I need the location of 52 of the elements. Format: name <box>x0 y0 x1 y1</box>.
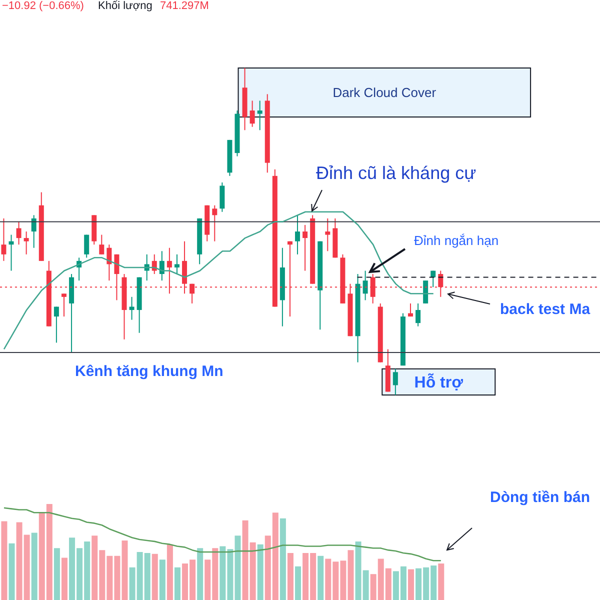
bar <box>1 521 8 600</box>
bar <box>295 566 302 600</box>
bar <box>438 564 444 600</box>
candlestick <box>430 270 436 288</box>
annotation: Đỉnh ngắn hạn <box>414 233 499 249</box>
bar <box>174 567 180 600</box>
candlestick <box>16 221 22 246</box>
candlestick <box>416 302 421 327</box>
candlestick <box>362 270 368 301</box>
bar <box>197 548 204 600</box>
text: Dòng tiền bán <box>490 489 590 506</box>
bar <box>8 543 15 600</box>
bar <box>122 540 128 600</box>
candlestick <box>129 296 134 320</box>
candlestick <box>295 214 300 255</box>
candlestick <box>1 218 6 262</box>
text: back test Ma <box>500 301 590 318</box>
candlestick <box>212 204 218 242</box>
text: Khối lượng <box>98 0 152 13</box>
candlestick <box>220 182 225 212</box>
bar <box>287 552 294 600</box>
candlestick <box>325 218 330 252</box>
candlestick <box>250 100 255 128</box>
bar <box>61 558 68 600</box>
bar <box>408 569 414 600</box>
bar <box>54 548 60 600</box>
text: −10.92 (−0.66%) <box>2 0 84 13</box>
candlestick <box>84 234 90 258</box>
candlestick <box>302 224 308 272</box>
annotation: Đỉnh cũ là kháng cự <box>316 163 476 184</box>
candlestick <box>408 302 414 318</box>
bar <box>280 518 286 600</box>
band-label: Hỗ trợ <box>414 372 464 392</box>
candlestick <box>54 306 59 344</box>
bar <box>159 560 166 600</box>
band-label: Dark Cloud Cover <box>332 85 437 100</box>
annotation: Kênh tăng khung Mn <box>75 363 224 380</box>
bar <box>166 544 173 600</box>
candlestick <box>24 231 29 255</box>
candlestick <box>392 368 398 395</box>
candlestick <box>423 280 428 304</box>
bar <box>318 556 324 600</box>
candlestick <box>61 293 66 318</box>
candlestick <box>257 100 262 131</box>
bar <box>152 554 158 600</box>
candlestick <box>99 234 104 255</box>
candlestick <box>174 254 180 275</box>
candlestick <box>8 234 14 272</box>
text: 741.297M <box>160 0 209 13</box>
bar <box>31 532 38 600</box>
candlestick <box>31 214 36 248</box>
bar <box>257 544 264 600</box>
